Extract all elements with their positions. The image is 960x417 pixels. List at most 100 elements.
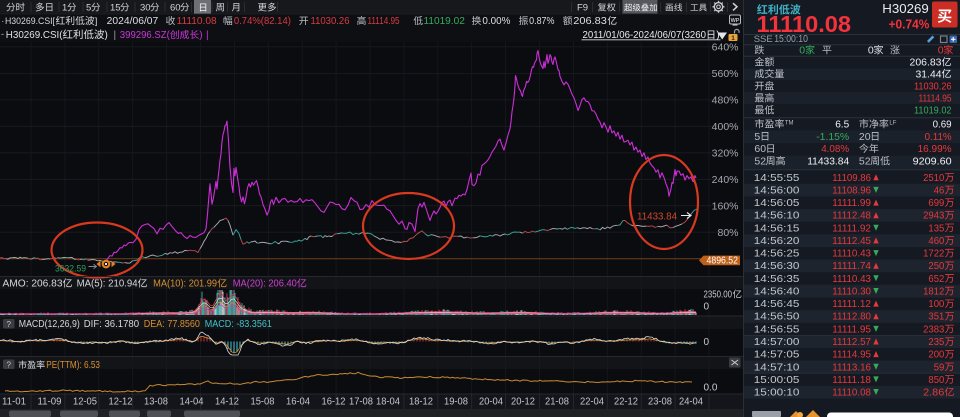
- svg-text:11110.08: 11110.08: [832, 387, 871, 399]
- svg-text:200: 200: [928, 349, 944, 361]
- svg-text:240%: 240%: [712, 174, 739, 186]
- svg-text:235: 235: [928, 336, 944, 348]
- svg-text:21-08: 21-08: [545, 397, 569, 408]
- svg-text:2024/06/07: 2024/06/07: [107, 16, 159, 27]
- svg-text:11110.08: 11110.08: [757, 11, 852, 37]
- svg-text:|: |: [114, 30, 117, 41]
- svg-text:F9: F9: [577, 2, 588, 13]
- svg-text:11111.74: 11111.74: [832, 260, 871, 272]
- svg-text:11114.95: 11114.95: [368, 16, 400, 27]
- svg-text:14-04: 14-04: [180, 397, 204, 408]
- svg-text:?: ?: [6, 360, 11, 369]
- svg-text:12-05: 12-05: [73, 397, 97, 408]
- svg-text:60: 60: [170, 2, 181, 13]
- svg-text:15:00:05: 15:00:05: [754, 374, 800, 386]
- svg-text:WP: WP: [731, 18, 740, 24]
- svg-text:400%: 400%: [712, 121, 739, 133]
- svg-text:250: 250: [928, 260, 944, 272]
- svg-text:2510: 2510: [923, 172, 944, 184]
- svg-text:850: 850: [928, 374, 944, 386]
- svg-text:14:56:30: 14:56:30: [754, 260, 800, 272]
- svg-text:11030.26: 11030.26: [311, 16, 350, 27]
- svg-text:14:57:00: 14:57:00: [754, 336, 800, 348]
- svg-text:11111.99: 11111.99: [832, 197, 871, 209]
- svg-text:DEA: 77.8560: DEA: 77.8560: [144, 319, 201, 330]
- svg-text:22-04: 22-04: [580, 397, 604, 408]
- svg-text:14:56:45: 14:56:45: [754, 298, 800, 310]
- svg-text:11030.26: 11030.26: [914, 81, 952, 93]
- svg-text:MACD(12,26,9): MACD(12,26,9): [19, 319, 80, 330]
- svg-text:): ): [105, 30, 108, 41]
- svg-text:MACD: -83.3561: MACD: -83.3561: [205, 319, 273, 330]
- svg-text:H30269.CSI(: H30269.CSI(: [6, 30, 63, 41]
- svg-text:1812: 1812: [923, 285, 944, 297]
- svg-text:11110.43: 11110.43: [832, 248, 871, 260]
- svg-text:1: 1: [731, 35, 735, 42]
- svg-text:20-04: 20-04: [479, 397, 503, 408]
- svg-text:11-09: 11-09: [38, 397, 62, 408]
- svg-text:24-04: 24-04: [679, 397, 703, 408]
- svg-text:15:00:10: 15:00:10: [774, 34, 808, 45]
- svg-text:11433.84: 11433.84: [807, 155, 849, 167]
- svg-text:2943: 2943: [923, 210, 944, 222]
- svg-text:2011/01/06-2024/06/07(3260: 2011/01/06-2024/06/07(3260: [583, 29, 707, 41]
- svg-text:15-08: 15-08: [251, 397, 275, 408]
- svg-text:DIF: 36.1780: DIF: 36.1780: [84, 319, 140, 330]
- svg-text:MA(5): 210.94: MA(5): 210.94: [77, 279, 138, 290]
- svg-text:0.74%(82.14): 0.74%(82.14): [234, 16, 291, 27]
- svg-text:14:57:10: 14:57:10: [754, 361, 800, 373]
- svg-text:16.99%: 16.99%: [918, 143, 952, 155]
- svg-text:11112.48: 11112.48: [832, 210, 871, 222]
- svg-text:11112.80: 11112.80: [832, 311, 871, 323]
- svg-text:11110.43: 11110.43: [832, 273, 871, 285]
- svg-text:0: 0: [868, 45, 874, 57]
- svg-text:699: 699: [928, 197, 944, 209]
- svg-text:0.0: 0.0: [704, 383, 718, 394]
- svg-text:14:56:35: 14:56:35: [754, 273, 800, 285]
- svg-text:11111.95: 11111.95: [832, 323, 871, 335]
- svg-text:2383: 2383: [923, 323, 944, 335]
- svg-text:11114.95: 11114.95: [919, 93, 952, 105]
- svg-text:460: 460: [928, 235, 944, 247]
- svg-text:11108.96: 11108.96: [832, 184, 871, 196]
- svg-text:0.11%: 0.11%: [925, 131, 952, 143]
- svg-text:399296.SZ(: 399296.SZ(: [120, 30, 171, 41]
- svg-text:640%: 640%: [712, 42, 739, 54]
- svg-text:11112.45: 11112.45: [832, 235, 871, 247]
- svg-text:320%: 320%: [712, 148, 739, 160]
- svg-text:16-12: 16-12: [322, 397, 346, 408]
- svg-text:0: 0: [704, 302, 710, 313]
- svg-text:14:56:25: 14:56:25: [754, 248, 800, 260]
- svg-text:0: 0: [704, 337, 710, 348]
- svg-text:80%: 80%: [717, 227, 738, 239]
- svg-text:-: -: [1, 29, 4, 39]
- svg-text:14-12: 14-12: [215, 397, 239, 408]
- svg-text:160%: 160%: [712, 201, 739, 213]
- svg-text:652: 652: [928, 273, 944, 285]
- svg-text:2.86: 2.86: [923, 387, 944, 399]
- svg-text:17-08: 17-08: [349, 397, 373, 408]
- svg-text:): ): [716, 29, 720, 41]
- svg-text:|: |: [206, 30, 209, 41]
- svg-text:11110.08: 11110.08: [177, 16, 217, 27]
- svg-text:480%: 480%: [712, 95, 739, 107]
- svg-text:H30269: H30269: [882, 2, 929, 16]
- svg-text:12-12: 12-12: [109, 397, 133, 408]
- svg-text:0.69: 0.69: [933, 119, 952, 131]
- svg-text:11-01: 11-01: [2, 397, 26, 408]
- svg-text:560%: 560%: [712, 68, 739, 80]
- svg-text:14:55:55: 14:55:55: [754, 172, 800, 184]
- svg-text:SSE: SSE: [754, 34, 773, 45]
- svg-text:14:56:40: 14:56:40: [754, 285, 800, 297]
- svg-text:PE(TTM): 6.53: PE(TTM): 6.53: [46, 360, 100, 371]
- svg-text:59: 59: [934, 361, 945, 373]
- svg-text:60: 60: [754, 143, 766, 155]
- svg-text:351: 351: [928, 311, 944, 323]
- svg-text:135: 135: [928, 222, 944, 234]
- svg-text:52: 52: [754, 155, 766, 167]
- svg-text:11111.92: 11111.92: [832, 222, 871, 234]
- svg-text:6.5: 6.5: [835, 119, 849, 131]
- svg-text:11433.84: 11433.84: [637, 212, 677, 223]
- svg-text:MA(20): 206.40: MA(20): 206.40: [233, 279, 297, 290]
- svg-text:18-04: 18-04: [376, 397, 400, 408]
